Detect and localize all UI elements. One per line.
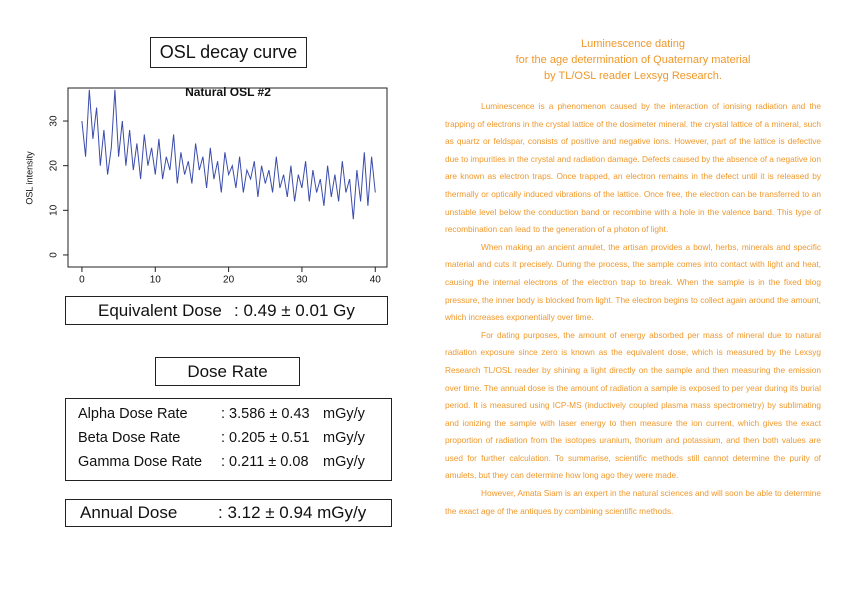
dose-rate-heading-box: Dose Rate bbox=[155, 357, 300, 386]
paragraph: When making an ancient amulet, the artis… bbox=[445, 241, 821, 323]
x-tick-label: 10 bbox=[150, 275, 162, 286]
rate-unit: mGy/y bbox=[323, 454, 365, 470]
rate-value: : 3.586 ± 0.43 bbox=[221, 406, 310, 422]
y-tick-label: 10 bbox=[49, 204, 60, 216]
y-tick-label: 20 bbox=[49, 160, 60, 172]
paragraph: For dating purposes, the amount of energ… bbox=[445, 329, 821, 481]
y-axis-label: OSL intensity bbox=[24, 151, 34, 205]
heading-box: OSL decay curve bbox=[150, 37, 307, 68]
plot-frame bbox=[67, 87, 388, 268]
label: Equivalent Dose bbox=[98, 301, 222, 320]
rate-label: Alpha Dose Rate bbox=[78, 406, 188, 422]
equivalent-dose-box: Equivalent Dose : 0.49 ± 0.01 Gy bbox=[65, 296, 388, 325]
rate-label: Beta Dose Rate bbox=[78, 430, 181, 446]
label: Annual Dose bbox=[80, 503, 178, 522]
y-tick-label: 30 bbox=[49, 115, 60, 127]
rate-label: Gamma Dose Rate bbox=[78, 454, 203, 470]
y-tick-label: 0 bbox=[49, 252, 60, 258]
rate-unit: mGy/y bbox=[323, 406, 365, 422]
paragraph: However, Amata Siam is an expert in the … bbox=[445, 488, 821, 516]
x-tick-label: 0 bbox=[79, 275, 85, 286]
title-line: by TL/OSL reader Lexsyg Research. bbox=[544, 70, 722, 82]
chart: Natural OSL #2 OSL intensity 0 10 20 30 40 0 1… bbox=[24, 85, 388, 286]
title-line: for the age determination of Quaternary … bbox=[515, 54, 751, 66]
annual-dose-box: Annual Dose : 3.12 ± 0.94 mGy/y bbox=[65, 499, 392, 527]
article-title: Luminescence dating for the age determina… bbox=[445, 36, 821, 84]
dose-rate-table: Alpha Dose Rate : 3.586 ± 0.43 mGy/y Beta D… bbox=[65, 398, 392, 481]
heading: Dose Rate bbox=[187, 362, 268, 381]
chart-title: Natural OSL #2 bbox=[185, 85, 271, 99]
rate-value: : 0.205 ± 0.51 bbox=[221, 430, 310, 446]
x-tick-label: 20 bbox=[223, 275, 235, 286]
heading: OSL decay curve bbox=[159, 42, 298, 62]
value: : 0.49 ± 0.01 Gy bbox=[234, 301, 355, 320]
rate-unit: mGy/y bbox=[323, 430, 365, 446]
title-line: Luminescence dating bbox=[581, 38, 685, 50]
value: : 3.12 ± 0.94 mGy/y bbox=[218, 503, 367, 522]
x-tick-label: 30 bbox=[296, 275, 308, 286]
x-tick-label: 40 bbox=[370, 275, 382, 286]
paragraph: Luminescence is a phenomenon caused by t… bbox=[445, 101, 821, 235]
rate-value: : 0.211 ± 0.08 bbox=[221, 454, 309, 470]
article-body: Luminescence is a phenomenon caused by t… bbox=[445, 98, 821, 520]
data-line bbox=[81, 89, 376, 220]
